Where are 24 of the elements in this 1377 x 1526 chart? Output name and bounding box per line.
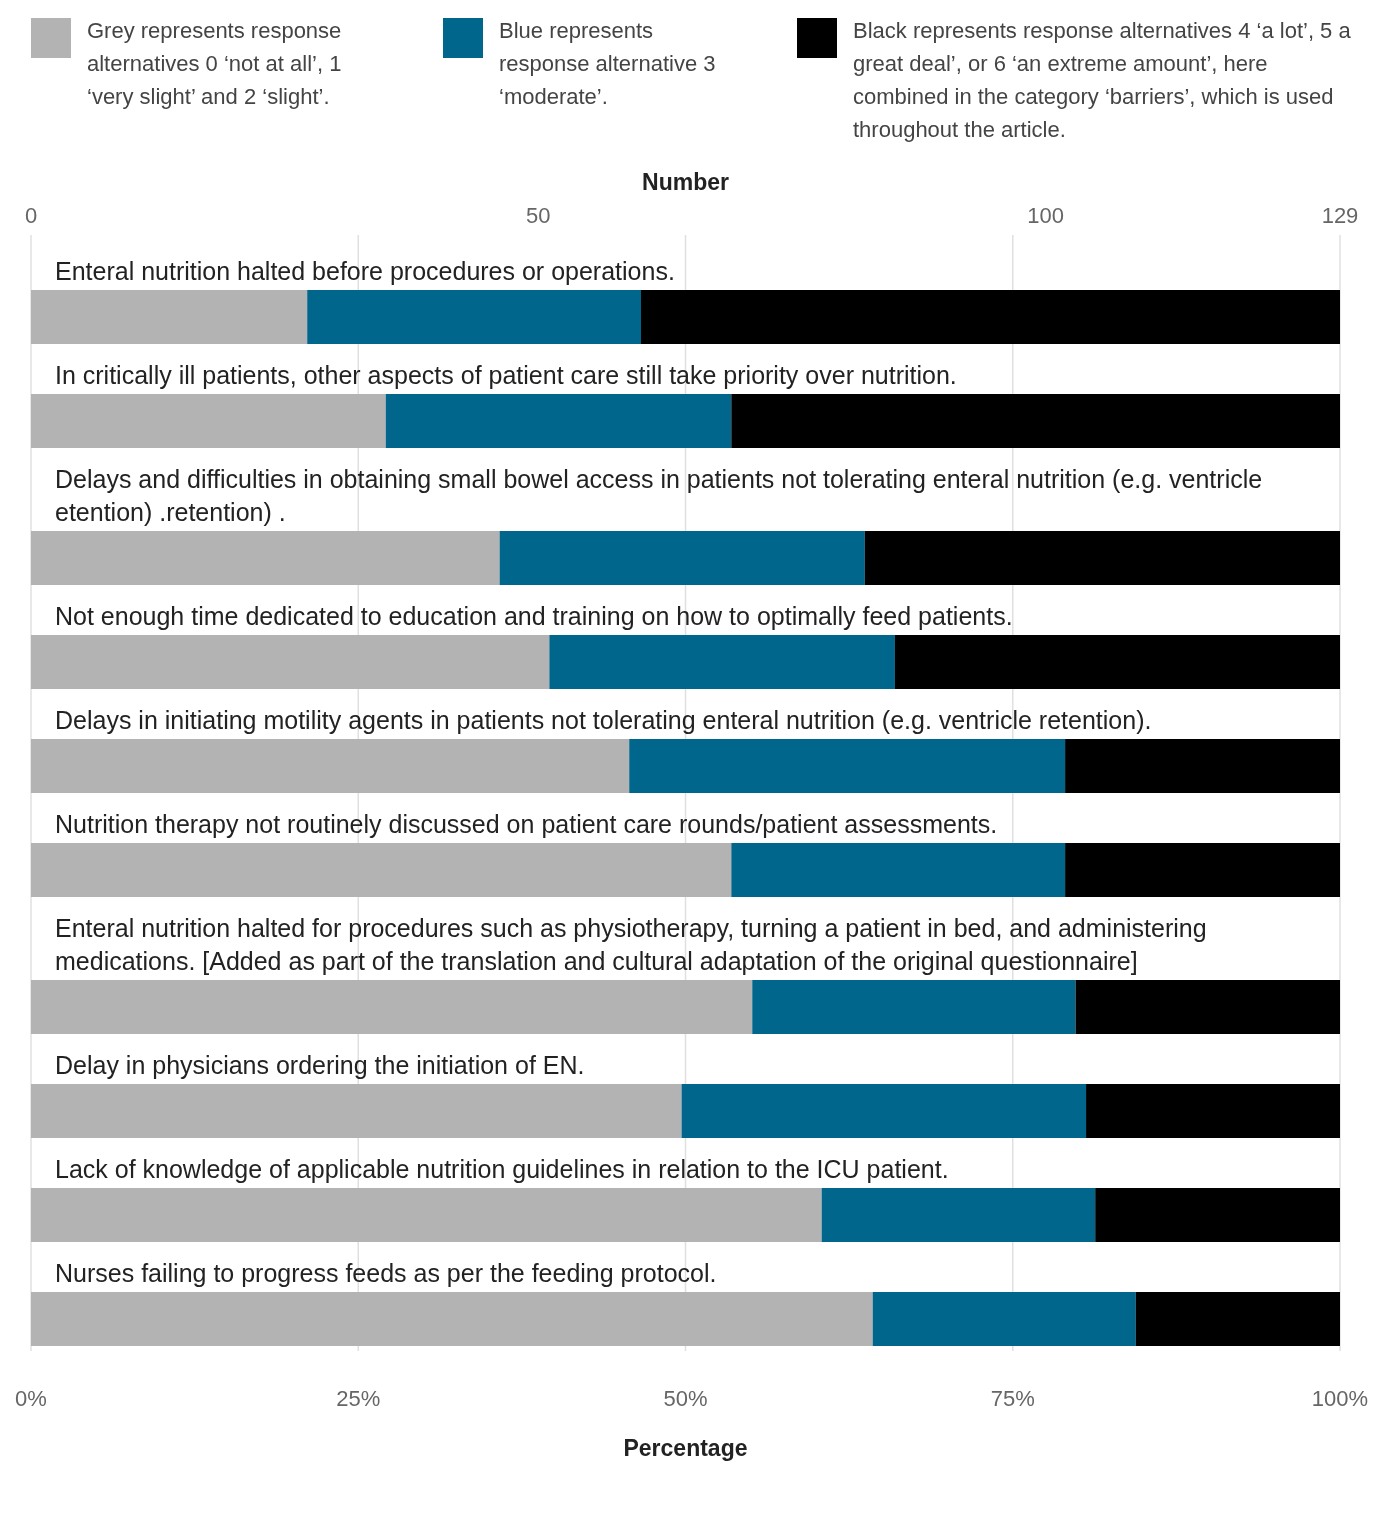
legend-label: Black represents response alternatives 4 ‘a lot’, 5 a great deal’, or 6 ‘an extreme amount’, here combined in the category ‘barriers’, which is used throughout the article. <box>853 18 1352 142</box>
x2-tick-label: 0 <box>24 203 38 228</box>
y-tick-label: Not enough time dedicated to education and training on how to optimally feed patients. <box>55 602 1013 630</box>
x2-tick-label: 100 <box>1027 203 1065 228</box>
x2-axis-title: Number <box>642 169 729 195</box>
y-tick-label: Lack of knowledge of applicable nutrition guidelines in relation to the ICU patient. <box>55 1155 949 1183</box>
legend-label: Blue represents response alternative 3 ‘moderate’. <box>499 18 716 109</box>
y-tick-label: Delays in initiating motility agents in patients not tolerating enteral nutrition (e.g. ventricle retention). <box>55 706 1152 734</box>
x-tick-label: 0% <box>15 1386 47 1411</box>
y-tick-label: Enteral nutrition halted for procedures such as physiotherapy, turning a patient in bed, and administering medications. [Added as part of the translation and cultural adaptation of the original questionnaire] <box>55 914 1207 975</box>
y-tick-label: Delay in physicians ordering the initiation of EN. <box>55 1051 585 1079</box>
x-tick-label: 100% <box>1311 1386 1369 1411</box>
x-axis-title: Percentage <box>623 1435 748 1461</box>
x2-tick-label: 129 <box>1321 203 1359 228</box>
y-tick-label: Delays and difficulties in obtaining small bowel access in patients not tolerating enteral nutrition (e.g. ventricle etention) .retention) . <box>55 465 1263 526</box>
y-tick-label: Enteral nutrition halted before procedures or operations. <box>55 257 675 285</box>
y-tick-label: Nutrition therapy not routinely discussed on patient care rounds/patient assessments. <box>55 810 998 838</box>
y-tick-label: In critically ill patients, other aspects of patient care still take priority over nutrition. <box>55 361 957 389</box>
x-tick-label: 50% <box>663 1386 708 1411</box>
y-tick-label: Nurses failing to progress feeds as per the feeding protocol. <box>55 1259 717 1287</box>
x2-tick-label: 50 <box>526 203 551 228</box>
x-tick-label: 25% <box>336 1386 381 1411</box>
legend-label: Grey represents response alternatives 0 ‘not at all’, 1 ‘very slight’ and 2 ‘slight’. <box>87 18 342 109</box>
x-tick-label: 75% <box>990 1386 1035 1411</box>
